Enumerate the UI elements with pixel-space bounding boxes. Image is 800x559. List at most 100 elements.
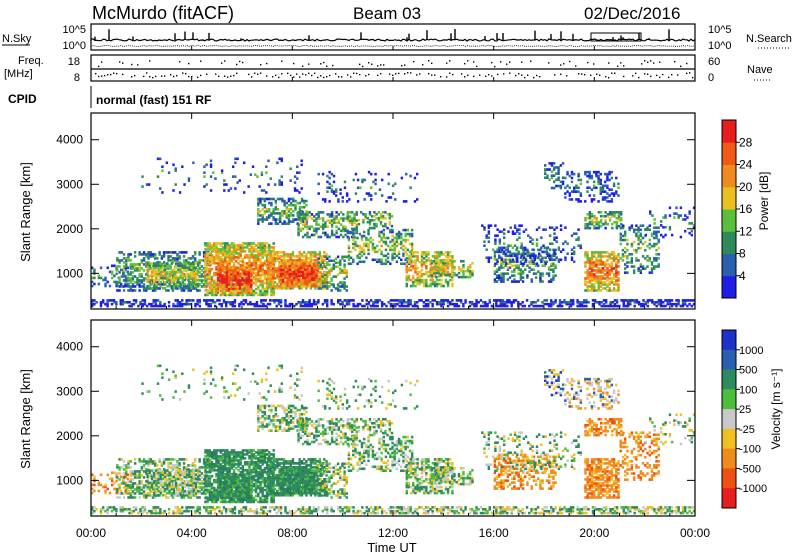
power-cell — [489, 299, 491, 302]
power-cell — [633, 269, 635, 272]
power-cell — [363, 243, 365, 246]
power-cell — [560, 185, 562, 188]
power-cell — [121, 275, 123, 278]
power-cell — [615, 190, 617, 193]
power-cell — [179, 262, 181, 265]
power-cell — [149, 275, 151, 278]
power-cell — [282, 279, 284, 282]
power-cell — [123, 253, 125, 256]
freq-dot — [641, 63, 642, 64]
power-cell — [562, 181, 564, 184]
power-cell — [608, 171, 610, 174]
power-cell — [462, 264, 464, 267]
power-cell — [303, 259, 305, 262]
power-cell — [346, 256, 348, 259]
power-cell — [382, 215, 384, 218]
power-cell — [261, 198, 263, 201]
power-cell — [367, 253, 369, 256]
power-cell — [313, 215, 315, 218]
power-cell — [651, 261, 653, 264]
power-cell — [494, 238, 496, 241]
power-cell — [539, 272, 541, 275]
power-cell — [277, 208, 279, 211]
power-cell — [339, 285, 341, 288]
power-cell — [573, 186, 575, 189]
power-cell — [211, 268, 213, 271]
power-cell — [123, 269, 125, 272]
power-cell — [157, 287, 159, 290]
nave-dot — [272, 76, 273, 77]
power-cell — [230, 187, 232, 190]
power-cell — [282, 262, 284, 265]
power-cell — [253, 290, 255, 293]
power-cell — [275, 299, 277, 302]
power-cell — [185, 259, 187, 262]
power-cell — [209, 282, 211, 285]
freq-dot — [569, 61, 570, 62]
power-cell — [348, 255, 350, 258]
power-cell — [636, 299, 638, 302]
power-cell — [588, 171, 590, 174]
power-cell — [453, 266, 455, 269]
power-cell — [253, 254, 255, 257]
power-cell — [626, 261, 628, 264]
power-cell — [569, 198, 571, 201]
power-cell — [261, 189, 263, 192]
power-cell — [383, 255, 385, 258]
power-cell — [622, 253, 624, 256]
power-cell — [342, 217, 344, 220]
power-cell — [157, 275, 159, 278]
power-cell — [283, 210, 285, 213]
power-cell — [234, 175, 236, 178]
power-cell — [524, 305, 526, 308]
power-cell — [272, 216, 274, 219]
power-cell — [628, 253, 630, 256]
power-cell — [617, 283, 619, 286]
power-cell — [491, 305, 493, 308]
power-cell — [106, 299, 108, 302]
power-cell — [350, 231, 352, 234]
power-cell — [274, 251, 276, 254]
power-cell — [346, 289, 348, 292]
power-cell — [182, 264, 184, 267]
power-cell — [209, 252, 211, 255]
power-cell — [471, 270, 473, 273]
power-cell — [326, 281, 328, 284]
power-cell — [569, 192, 571, 195]
power-cell — [627, 299, 629, 302]
power-cell — [553, 236, 555, 239]
power-cell — [183, 251, 185, 254]
power-cell — [286, 202, 288, 205]
power-cell — [518, 280, 520, 283]
power-cell — [299, 206, 301, 209]
power-cell — [352, 233, 354, 236]
power-cell — [256, 301, 258, 304]
power-cell — [501, 258, 503, 261]
power-cell — [376, 258, 378, 261]
nave-dot — [503, 73, 504, 74]
power-cell — [391, 235, 393, 238]
power-cell — [315, 272, 317, 275]
power-cell — [421, 269, 423, 272]
power-cell — [608, 287, 610, 290]
power-cell — [557, 176, 559, 179]
nsearch-label: N.Search — [746, 33, 792, 45]
power-cell — [322, 223, 324, 226]
power-cell — [535, 301, 537, 304]
power-cell — [284, 275, 286, 278]
power-cell — [377, 299, 379, 302]
power-cell — [445, 255, 447, 258]
power-cell — [337, 283, 339, 286]
power-cell — [251, 303, 253, 306]
power-cell — [344, 217, 346, 220]
power-cell — [195, 271, 197, 274]
power-cell — [236, 181, 238, 184]
power-cell — [522, 270, 524, 273]
power-cell — [201, 265, 203, 268]
power-cell — [255, 292, 257, 295]
power-cell — [591, 283, 593, 286]
power-cell — [611, 277, 613, 280]
power-cell — [520, 242, 522, 245]
power-cell — [389, 229, 391, 232]
power-cell — [602, 185, 604, 188]
